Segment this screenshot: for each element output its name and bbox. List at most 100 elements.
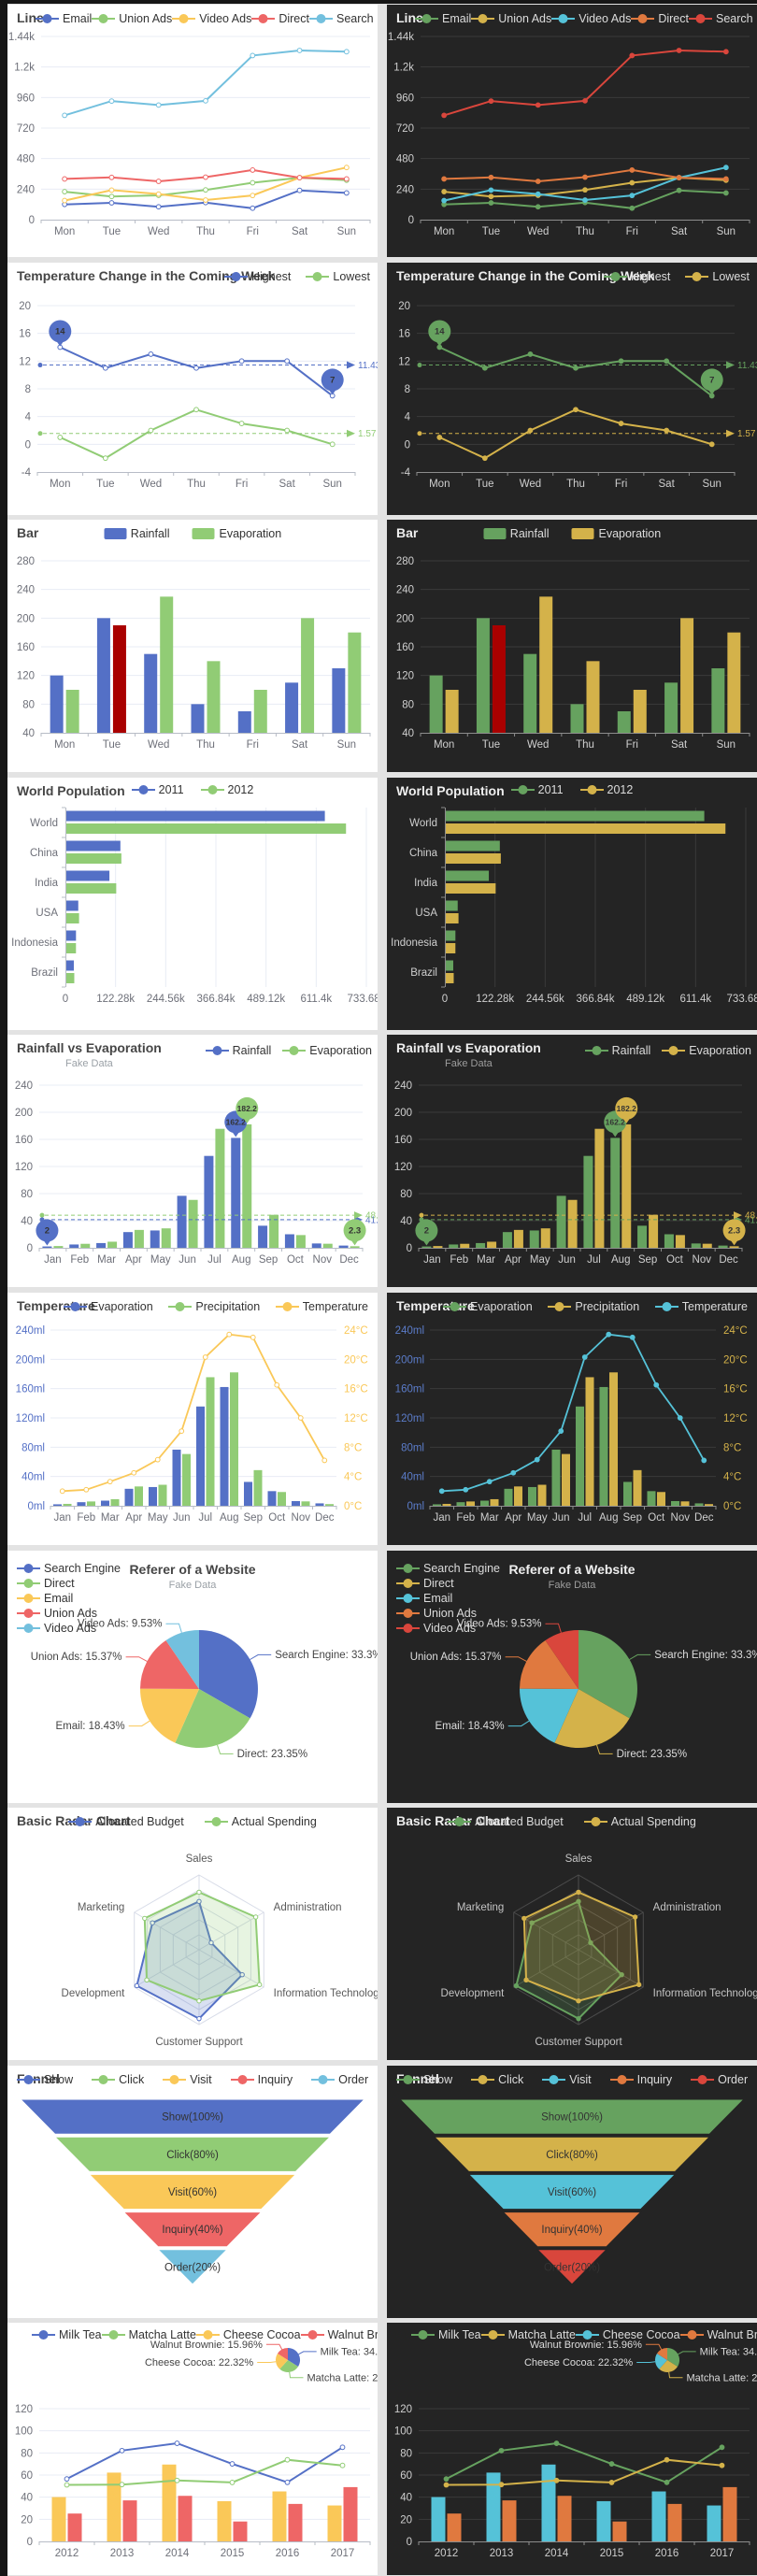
line-series <box>441 1333 706 1493</box>
legend-item-evaporation[interactable]: Evaporation <box>662 1044 751 1057</box>
legend-item-order[interactable]: Order <box>691 2073 748 2086</box>
legend-item-2011[interactable]: 2011 <box>510 783 564 796</box>
legend-item-evaporation[interactable]: Evaporation <box>571 527 661 540</box>
legend-item-milk-tea[interactable]: Milk Tea <box>32 2328 102 2341</box>
chart-canvas-rain_vs_evap-light[interactable]: 0 40 80 120 160 200 240 Jan Feb Mar Apr May Jun Jul Au… <box>7 1035 378 1287</box>
legend-item-evaporation[interactable]: Evaporation <box>64 1300 153 1313</box>
legend-item-precipitation[interactable]: Precipitation <box>168 1300 260 1313</box>
legend-item-evaporation[interactable]: Evaporation <box>282 1044 372 1057</box>
legend-item-precipitation[interactable]: Precipitation <box>548 1300 639 1313</box>
legend-item-search-engine[interactable]: Search Engine <box>688 12 757 25</box>
pie-label-line <box>505 1656 527 1662</box>
legend-item-cheese-cocoa[interactable]: Cheese Cocoa <box>575 2328 680 2341</box>
legend-item-rainfall[interactable]: Rainfall <box>483 527 549 540</box>
legend-item-union-ads[interactable]: Union Ads <box>396 1607 477 1620</box>
chart-title: Temperature Change in the Coming Week <box>396 268 654 283</box>
legend-item-highest[interactable]: Highest <box>604 270 670 283</box>
legend-item-highest[interactable]: Highest <box>224 270 291 283</box>
y-axis-tick: 280 <box>17 556 35 567</box>
chart-title-text: Line <box>396 10 423 25</box>
legend-item-union-ads[interactable]: Union Ads <box>17 1607 97 1620</box>
legend-item-inquiry[interactable]: Inquiry <box>609 2073 672 2086</box>
chart-canvas-temp_dual-light[interactable]: 0ml 0°C 40ml 4°C 80ml 8°C 120ml 12°C 160ml 16°C 20… <box>7 1293 378 1545</box>
legend-item-inquiry[interactable]: Inquiry <box>230 2073 293 2086</box>
legend-item-search-engine[interactable]: Search Engine <box>17 1562 121 1575</box>
data-point <box>441 176 448 182</box>
bar-precipitation <box>63 1503 72 1506</box>
legend-item-2012[interactable]: 2012 <box>579 783 633 796</box>
legend-item-lowest[interactable]: Lowest <box>685 270 750 283</box>
legend-item-allocated-budget[interactable]: Allocated Budget <box>448 1815 564 1828</box>
chart-title-text: Temperature Change in the Coming Week <box>396 268 655 283</box>
legend-item-rainfall[interactable]: Rainfall <box>104 527 169 540</box>
legend-item-union-ads[interactable]: Union Ads <box>471 12 551 25</box>
chart-canvas-line-light[interactable]: 0 240 480 720 960 1.2k 1.44k Mon Tue Wed Thu Fri Sat… <box>7 5 378 257</box>
chart-canvas-bar-dark[interactable]: 40 80 120 160 200 240 280 Mon Tue Wed Thu Fri Sat Sun <box>387 520 757 772</box>
legend-item-evaporation[interactable]: Evaporation <box>192 527 281 540</box>
mark-point-label: 162.2 <box>606 1117 626 1126</box>
legend-item-rainfall[interactable]: Rainfall <box>205 1044 271 1057</box>
chart-canvas-radar-light[interactable]: Sales Administration Information Technolog… <box>7 1808 378 2060</box>
chart-canvas-line-dark[interactable]: 0 240 480 720 960 1.2k 1.44k Mon Tue Wed Thu Fri Sat… <box>387 5 757 257</box>
x-axis-label: Feb <box>450 1254 468 1266</box>
chart-canvas-temp_week-light[interactable]: -4 0 4 8 12 16 20 Mon Tue Wed Thu Fri Sat Sun 11.43 14 7… <box>7 263 378 515</box>
legend-item-rainfall[interactable]: Rainfall <box>584 1044 650 1057</box>
legend-item-2012[interactable]: 2012 <box>200 783 253 796</box>
legend-item-walnut-brownie[interactable]: Walnut Brownie <box>679 2328 757 2341</box>
legend-item-search-engine[interactable]: Search Engine <box>396 1562 500 1575</box>
legend-item-email[interactable]: Email <box>415 12 471 25</box>
legend-item-visit[interactable]: Visit <box>542 2073 592 2086</box>
legend-item-video-ads[interactable]: Video Ads <box>551 12 631 25</box>
chart-canvas-world_population-dark[interactable]: 0 122.28k 244.56k 366.84k 489.12k 611.4k 733.6… <box>387 778 757 1030</box>
legend-item-direct[interactable]: Direct <box>251 12 309 25</box>
legend-item-evaporation[interactable]: Evaporation <box>443 1300 533 1313</box>
chart-canvas-funnel-light[interactable]: Show(100%) Click(80%) Visit(60%) Inquiry(40… <box>7 2066 378 2318</box>
chart-canvas-bar-light[interactable]: 40 80 120 160 200 240 280 Mon Tue Wed Thu Fri Sat Sun <box>7 520 378 772</box>
chart-canvas-pie-light[interactable]: Search Engine: 33.3% Direct: 23.35% Email:… <box>7 1551 378 1803</box>
chart-canvas-rain_vs_evap-dark[interactable]: 0 40 80 120 160 200 240 Jan Feb Mar Apr May Jun Jul Au… <box>387 1035 757 1287</box>
legend-item-video-ads[interactable]: Video Ads <box>172 12 251 25</box>
x-axis-label: Tue <box>476 479 493 490</box>
chart-canvas-funnel-dark[interactable]: Show(100%) Click(80%) Visit(60%) Inquiry(40… <box>387 2066 757 2318</box>
legend-item-click[interactable]: Click <box>471 2073 523 2086</box>
legend-item-email[interactable]: Email <box>396 1592 452 1605</box>
chart-canvas-beverage-light[interactable]: 0 20 40 60 80 100 120 2012 2013 2014 2015 2016 2017 M… <box>7 2323 378 2575</box>
chart-canvas-pie-dark[interactable]: Search Engine: 33.3% Direct: 23.35% Email:… <box>387 1551 757 1803</box>
radar-spoke <box>578 1949 644 1988</box>
legend-item-order[interactable]: Order <box>311 2073 368 2086</box>
legend-item-actual-spending[interactable]: Actual Spending <box>204 1815 317 1828</box>
legend-item-show[interactable]: Show <box>395 2073 452 2086</box>
mark-point-pin <box>236 1096 259 1120</box>
legend-item-direct[interactable]: Direct <box>631 12 689 25</box>
chart-canvas-world_population-light[interactable]: 0 122.28k 244.56k 366.84k 489.12k 611.4k 733.6… <box>7 778 378 1030</box>
legend-item-matcha-latte[interactable]: Matcha Latte <box>480 2328 576 2341</box>
legend-item-walnut-brownie[interactable]: Walnut Brownie <box>300 2328 378 2341</box>
pie-label-line <box>645 2343 663 2350</box>
legend-item-actual-spending[interactable]: Actual Spending <box>583 1815 696 1828</box>
legend-item-lowest[interactable]: Lowest <box>306 270 370 283</box>
legend-item-allocated-budget[interactable]: Allocated Budget <box>68 1815 184 1828</box>
chart-canvas-radar-dark[interactable]: Sales Administration Information Technolog… <box>387 1808 757 2060</box>
legend-item-show[interactable]: Show <box>16 2073 73 2086</box>
chart-title-text: World Population <box>17 783 125 798</box>
legend-item-email[interactable]: Email <box>17 1592 73 1605</box>
chart-canvas-temp_week-dark[interactable]: -4 0 4 8 12 16 20 Mon Tue Wed Thu Fri Sat Sun 11.43 14 7… <box>387 263 757 515</box>
legend-item-temperature[interactable]: Temperature <box>654 1300 748 1313</box>
legend-item-temperature[interactable]: Temperature <box>275 1300 368 1313</box>
legend-item-video-ads[interactable]: Video Ads <box>17 1622 96 1635</box>
legend-item-matcha-latte[interactable]: Matcha Latte <box>101 2328 196 2341</box>
chart-canvas-beverage-dark[interactable]: 0 20 40 60 80 100 120 2012 2013 2014 2015 2016 2017 M… <box>387 2323 757 2575</box>
legend-item-click[interactable]: Click <box>92 2073 144 2086</box>
legend-item-search-engine[interactable]: Search Engine <box>308 12 378 25</box>
legend-item-visit[interactable]: Visit <box>163 2073 212 2086</box>
legend-item-2011[interactable]: 2011 <box>131 783 184 796</box>
chart-canvas-temp_dual-dark[interactable]: 0ml 0°C 40ml 4°C 80ml 8°C 120ml 12°C 160ml 16°C 20… <box>387 1293 757 1545</box>
legend-item-direct[interactable]: Direct <box>396 1577 454 1590</box>
legend-item-direct[interactable]: Direct <box>17 1577 75 1590</box>
legend-item-cheese-cocoa[interactable]: Cheese Cocoa <box>195 2328 301 2341</box>
legend-item-milk-tea[interactable]: Milk Tea <box>411 2328 481 2341</box>
legend-item-video-ads[interactable]: Video Ads <box>396 1622 476 1635</box>
x-axis-label: Fri <box>247 226 259 237</box>
legend-item-email[interactable]: Email <box>36 12 92 25</box>
legend-item-union-ads[interactable]: Union Ads <box>92 12 172 25</box>
